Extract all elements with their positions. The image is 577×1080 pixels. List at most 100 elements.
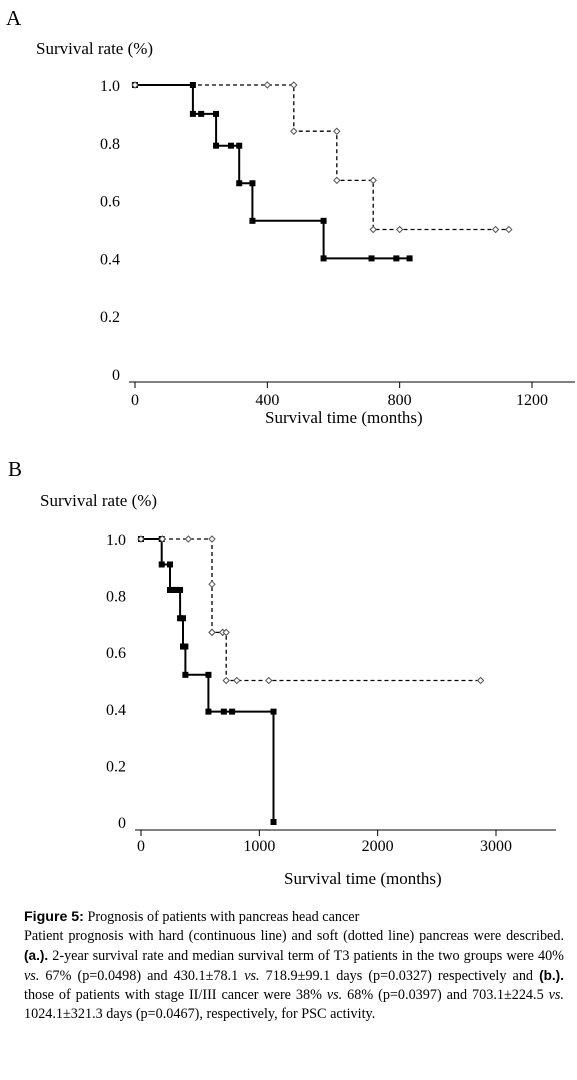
chart-b-soft-point-1	[158, 535, 167, 543]
chart-b-soft-point-12	[265, 676, 273, 685]
chart-b-hard-point-3	[166, 561, 173, 568]
chart-b-series-soft-dotted-line	[141, 538, 481, 682]
chart-b-hard-point-17	[270, 708, 277, 715]
caption-part-8: those of patients with stage II/III canc…	[24, 987, 327, 1003]
chart-a-soft-point-8	[395, 225, 404, 234]
chart-a-svg: A Survival rate (%) Survival time (months)…	[6, 6, 575, 427]
chart-a-hard-point-15	[406, 255, 413, 262]
chart-b-hard-point-6	[173, 586, 180, 593]
caption-part-7: (b.).	[539, 968, 564, 983]
chart-panel-b: B Survival rate (%) Survival time (months)…	[0, 452, 577, 904]
chart-panel-a: A Survival rate (%) Survival time (months)…	[0, 0, 577, 440]
chart-a-y-tick-label-3: 0.6	[100, 194, 120, 211]
chart-a-x-tick-label-3: 1200	[516, 392, 548, 409]
chart-b-y-tick-label-3: 0.6	[106, 645, 126, 662]
chart-b-hard-point-16	[229, 708, 236, 715]
chart-a-hard-point-10	[249, 217, 256, 224]
chart-b-soft-point-2	[184, 535, 193, 543]
chart-a-panel-label: A	[6, 6, 22, 30]
chart-b-y-tick-label-5: 1.0	[106, 532, 126, 549]
chart-b-y-tick-label-2: 0.4	[106, 702, 126, 719]
chart-a-series-soft-dotted-line	[135, 84, 509, 231]
caption-part-10: 68% (p=0.0397) and 703.1±224.5	[342, 987, 549, 1003]
chart-b-soft-point-3	[208, 535, 216, 543]
figure-caption-body: Patient prognosis with hard (continuous …	[24, 928, 564, 1022]
caption-part-4: 67% (p=0.0498) and 430.1±78.1	[39, 968, 245, 984]
chart-a-y-tick-label-1: 0.2	[100, 309, 120, 326]
chart-a-y-axis-title: Survival rate (%)	[36, 39, 153, 58]
caption-part-11: vs.	[548, 987, 564, 1003]
chart-a-y-tick-label-0: 0	[112, 367, 120, 384]
chart-a-x-axis-title: Survival time (months)	[265, 408, 423, 427]
caption-part-2: 2-year survival rate and median survival…	[48, 948, 564, 964]
caption-part-3: vs.	[24, 968, 40, 984]
chart-a-soft-point-4	[333, 127, 341, 135]
chart-a-soft-point-0	[131, 81, 139, 89]
chart-b-y-tick-label-0: 0	[118, 815, 126, 832]
chart-b-hard-point-7	[177, 586, 184, 593]
chart-b-x-tick-label-2: 2000	[362, 838, 394, 855]
chart-a-soft-point-1	[263, 81, 272, 89]
chart-b-hard-point-11	[182, 643, 189, 650]
chart-b-y-tick-label-1: 0.2	[106, 758, 126, 775]
chart-a-y-tick-label-4: 0.8	[100, 136, 120, 153]
chart-a-hard-point-7	[236, 142, 243, 149]
caption-part-0: Patient prognosis with hard (continuous …	[24, 928, 564, 944]
chart-b-soft-point-13	[476, 676, 485, 685]
chart-b-hard-point-13	[205, 671, 212, 678]
caption-part-9: vs.	[326, 987, 343, 1003]
chart-a-hard-point-4	[213, 110, 220, 117]
chart-b-x-tick-label-3: 3000	[480, 838, 512, 855]
chart-a-hard-point-12	[320, 255, 327, 262]
chart-b-x-tick-label-1: 1000	[243, 838, 275, 855]
chart-b-soft-point-10	[222, 676, 230, 685]
chart-b-hard-point-5	[169, 586, 176, 593]
caption-part-6: 718.9±99.1 days (p=0.0327) respectively …	[259, 968, 540, 984]
chart-a-x-tick-label-1: 400	[255, 392, 279, 409]
chart-a-hard-point-8	[236, 180, 243, 187]
caption-part-1: (a.).	[24, 948, 49, 963]
chart-b-hard-point-2	[158, 561, 165, 568]
chart-b-x-tick-label-0: 0	[137, 838, 145, 855]
chart-a-soft-point-2	[290, 81, 298, 89]
chart-b-y-tick-label-4: 0.8	[106, 589, 126, 606]
chart-b-soft-point-0	[137, 535, 145, 543]
chart-a-hard-point-13	[368, 255, 375, 262]
chart-a-y-tick-label-2: 0.4	[100, 251, 120, 268]
chart-a-x-tick-label-2: 800	[388, 392, 412, 409]
chart-b-hard-point-18	[270, 819, 277, 825]
chart-b-y-axis-title: Survival rate (%)	[40, 491, 157, 510]
chart-a-hard-point-14	[393, 255, 400, 262]
chart-a-soft-point-10	[505, 225, 513, 234]
chart-a-soft-point-5	[333, 176, 341, 185]
chart-a-series-hard-solid-line	[135, 84, 410, 260]
chart-a-hard-point-11	[320, 217, 327, 224]
chart-a-x-tick-label-0: 0	[131, 392, 139, 409]
chart-b-hard-point-15	[220, 708, 227, 715]
figure-caption: Figure 5: Prognosis of patients with pan…	[24, 908, 564, 1024]
chart-a-soft-point-3	[290, 127, 298, 135]
chart-a-hard-point-3	[198, 110, 205, 117]
chart-a-hard-point-6	[227, 142, 234, 149]
chart-a-hard-point-2	[189, 110, 196, 117]
chart-b-soft-point-11	[233, 676, 241, 685]
chart-b-soft-point-4	[208, 580, 216, 588]
chart-a-y-tick-label-5: 1.0	[100, 78, 120, 95]
caption-part-5: vs.	[244, 968, 260, 984]
chart-a-hard-point-5	[213, 142, 220, 149]
chart-b-soft-point-6	[208, 628, 216, 637]
chart-a-hard-point-9	[249, 180, 256, 187]
chart-b-hard-point-12	[182, 671, 189, 678]
figure-label: Figure 5:	[24, 909, 84, 925]
chart-b-x-axis-title: Survival time (months)	[284, 869, 442, 888]
chart-b-panel-label: B	[8, 457, 22, 481]
figure-title: Prognosis of patients with pancreas head…	[83, 909, 360, 925]
chart-a-hard-point-1	[189, 82, 196, 88]
chart-b-hard-point-14	[205, 708, 212, 715]
chart-a-soft-point-6	[369, 176, 377, 185]
chart-b-hard-point-9	[180, 615, 187, 622]
chart-a-soft-point-9	[491, 225, 500, 234]
chart-b-soft-point-9	[222, 628, 230, 637]
chart-b-svg: B Survival rate (%) Survival time (months)…	[8, 457, 556, 888]
chart-a-soft-point-7	[369, 225, 377, 234]
